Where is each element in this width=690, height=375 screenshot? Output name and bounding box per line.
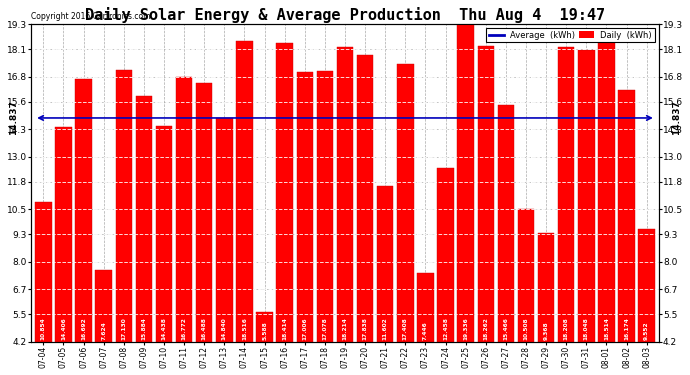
Bar (136, 96, 152, 342)
Bar (317, 71, 333, 342)
Bar (196, 83, 213, 342)
Text: 19.336: 19.336 (463, 317, 469, 340)
Text: 16.488: 16.488 (201, 317, 207, 340)
Text: 7.446: 7.446 (423, 321, 428, 340)
Text: 17.006: 17.006 (302, 317, 307, 340)
Bar (297, 72, 313, 342)
Text: 9.368: 9.368 (544, 321, 549, 340)
Text: 18.214: 18.214 (342, 317, 348, 340)
Bar (75, 79, 92, 342)
Text: 14.837: 14.837 (672, 100, 681, 135)
Text: Copyright 2016 Cartronics.com: Copyright 2016 Cartronics.com (31, 12, 150, 21)
Text: 9.552: 9.552 (644, 321, 649, 340)
Bar (115, 70, 132, 342)
Bar (497, 105, 514, 342)
Bar (95, 270, 112, 342)
Text: 18.048: 18.048 (584, 317, 589, 340)
Bar (558, 47, 575, 342)
Bar (437, 168, 454, 342)
Text: 15.466: 15.466 (504, 317, 509, 340)
Text: 17.838: 17.838 (363, 317, 368, 340)
Bar (55, 127, 72, 342)
Bar (397, 64, 413, 342)
Text: 18.262: 18.262 (483, 317, 489, 340)
Text: 18.414: 18.414 (282, 317, 287, 340)
Bar (35, 202, 52, 342)
Text: 16.174: 16.174 (624, 317, 629, 340)
Legend: Average  (kWh), Daily  (kWh): Average (kWh), Daily (kWh) (486, 28, 655, 42)
Bar (377, 186, 393, 342)
Text: 17.408: 17.408 (403, 317, 408, 340)
Bar (236, 40, 253, 342)
Text: 16.772: 16.772 (181, 317, 186, 340)
Bar (156, 126, 172, 342)
Text: 17.130: 17.130 (121, 317, 126, 340)
Text: 14.438: 14.438 (161, 317, 166, 340)
Text: 15.884: 15.884 (141, 317, 146, 340)
Bar (618, 90, 635, 342)
Text: 10.854: 10.854 (41, 317, 46, 340)
Bar (176, 77, 193, 342)
Text: 5.588: 5.588 (262, 321, 267, 340)
Text: 14.837: 14.837 (9, 100, 18, 135)
Bar (216, 118, 233, 342)
Bar (337, 47, 353, 342)
Bar (277, 43, 293, 342)
Bar (598, 40, 615, 342)
Bar (477, 46, 494, 342)
Bar (457, 23, 474, 342)
Text: 18.208: 18.208 (564, 317, 569, 340)
Text: 12.458: 12.458 (443, 317, 448, 340)
Bar (518, 209, 534, 342)
Text: 7.624: 7.624 (101, 321, 106, 340)
Text: 10.508: 10.508 (524, 317, 529, 340)
Bar (417, 273, 434, 342)
Bar (638, 229, 655, 342)
Title: Daily Solar Energy & Average Production  Thu Aug 4  19:47: Daily Solar Energy & Average Production … (85, 7, 605, 23)
Bar (256, 312, 273, 342)
Text: 16.692: 16.692 (81, 317, 86, 340)
Text: 11.602: 11.602 (383, 317, 388, 340)
Bar (538, 233, 554, 342)
Text: 18.514: 18.514 (604, 317, 609, 340)
Text: 18.516: 18.516 (242, 317, 247, 340)
Text: 14.840: 14.840 (221, 317, 227, 340)
Bar (357, 55, 373, 342)
Bar (578, 51, 595, 342)
Text: 17.078: 17.078 (322, 317, 327, 340)
Text: 14.406: 14.406 (61, 317, 66, 340)
